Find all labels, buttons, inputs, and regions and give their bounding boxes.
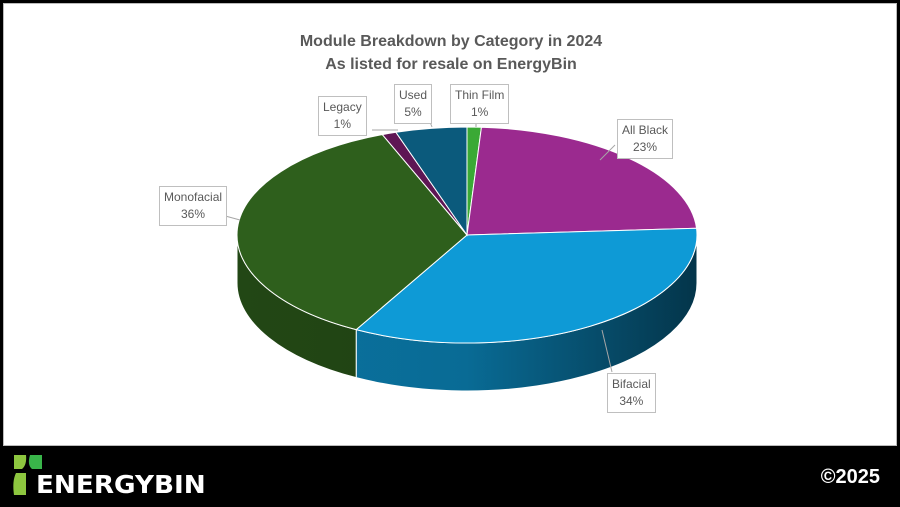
brand-name: ENERGYBIN <box>36 470 206 499</box>
chart-subtitle: As listed for resale on EnergyBin <box>325 56 577 73</box>
copyright: ©2025 <box>820 466 880 488</box>
energybin-leaf-logo <box>13 455 42 495</box>
label-legacy: Legacy 1% <box>318 96 367 136</box>
slice-monofacial <box>236 134 468 331</box>
label-used: Used 5% <box>394 84 433 124</box>
chart-title: Module Breakdown by Category in 2024 <box>299 33 603 50</box>
leader-line <box>601 329 613 373</box>
label-all-black: All Black 23% <box>617 119 674 159</box>
label-monofacial: Monofacial 36% <box>159 186 228 226</box>
label-thin-film: Thin Film 1% <box>450 84 510 124</box>
pie-chart <box>217 119 698 392</box>
label-bifacial: Bifacial 34% <box>607 373 656 413</box>
chart-title-block: Module Breakdown by Category in 2024 As … <box>4 30 898 76</box>
leader-line <box>599 144 616 161</box>
slice-used <box>395 126 468 237</box>
